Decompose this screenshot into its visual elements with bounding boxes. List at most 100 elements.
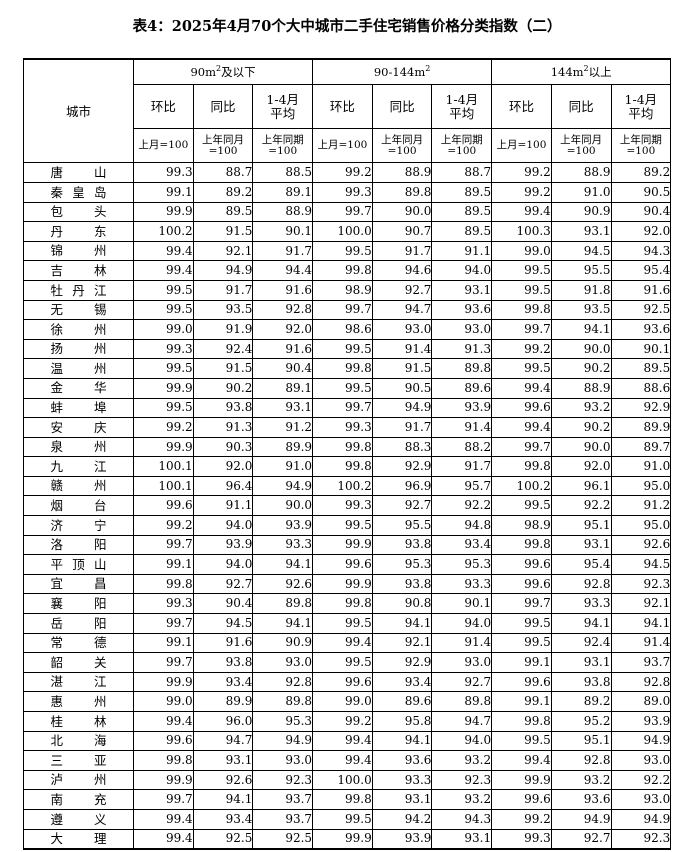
index-value-cell: 92.4 bbox=[550, 632, 612, 654]
index-value-cell: 89.7 bbox=[610, 436, 672, 458]
index-value-cell: 99.3 bbox=[133, 338, 194, 360]
city-name: 吉林 bbox=[43, 264, 115, 278]
city-name: 北海 bbox=[43, 734, 115, 748]
header-base-1-2: 上年同期 =100 bbox=[431, 128, 493, 164]
index-value-cell: 90.7 bbox=[371, 221, 433, 242]
header-base-0-2: 上年同期 =100 bbox=[252, 128, 314, 164]
table-row: 洛阳 99.7 93.9 93.3 99.9 93.8 93.4 99.8 93.1 92.6 bbox=[23, 534, 672, 556]
index-value-cell: 99.2 bbox=[491, 338, 552, 360]
table-row: 金华 99.9 90.2 89.1 99.5 90.5 89.6 99.4 88.9 88.6 bbox=[23, 377, 672, 399]
index-value-cell: 99.7 bbox=[312, 397, 373, 419]
index-value-cell: 99.6 bbox=[491, 789, 552, 810]
index-value-cell: 94.5 bbox=[192, 613, 254, 634]
index-value-cell: 90.3 bbox=[192, 436, 254, 458]
table-row: 牡丹江 99.5 91.7 91.6 98.9 92.7 93.1 99.5 91.8 91.6 bbox=[23, 279, 672, 301]
city-name-cell: 惠州 bbox=[23, 691, 134, 713]
index-value-cell: 95.8 bbox=[371, 711, 433, 732]
index-value-cell: 99.0 bbox=[312, 691, 373, 713]
index-value-cell: 99.2 bbox=[312, 711, 373, 732]
header-measure-1-2-l2: 平均 bbox=[449, 105, 475, 121]
index-value-cell: 99.5 bbox=[491, 495, 552, 517]
index-value-cell: 93.5 bbox=[192, 299, 254, 321]
index-value-cell: 99.7 bbox=[491, 319, 552, 340]
index-value-cell: 89.2 bbox=[192, 181, 254, 203]
header-base-1-1-l2: =100 bbox=[387, 144, 417, 157]
index-value-cell: 93.7 bbox=[252, 808, 314, 830]
index-value-cell: 94.1 bbox=[371, 730, 433, 752]
table-row: 大理 99.4 92.5 92.5 99.9 93.9 93.1 99.3 92.7 92.3 bbox=[23, 828, 672, 851]
city-name-char: 充 bbox=[93, 791, 107, 807]
index-value-cell: 99.5 bbox=[312, 652, 373, 673]
index-value-cell: 90.1 bbox=[610, 338, 672, 360]
page-title: 表4：2025年4月70个大中城市二手住宅销售价格分类指数（二） bbox=[132, 18, 562, 35]
city-name: 岳阳 bbox=[43, 617, 115, 631]
index-value-cell: 93.6 bbox=[550, 789, 612, 810]
city-name: 包头 bbox=[43, 205, 115, 219]
city-name-char: 北 bbox=[50, 733, 64, 749]
header-group-0-sup: 2 bbox=[216, 64, 222, 74]
index-value-cell: 94.9 bbox=[371, 397, 433, 419]
index-value-cell: 99.1 bbox=[133, 632, 194, 654]
header-group-0: 90m2及以下 bbox=[132, 58, 314, 86]
index-value-cell: 96.4 bbox=[192, 475, 254, 497]
table-row: 湛江 99.9 93.4 92.8 99.6 93.4 92.7 99.6 93.8 92.8 bbox=[23, 671, 672, 693]
index-value-cell: 89.2 bbox=[610, 162, 672, 183]
city-name: 大理 bbox=[43, 832, 115, 846]
city-name-char: 泸 bbox=[50, 772, 64, 788]
table-row: 惠州 99.0 89.9 89.8 99.0 89.6 89.8 99.1 89.2 89.0 bbox=[23, 691, 672, 713]
city-name-char: 丹 bbox=[72, 282, 85, 298]
city-name-char: 惠 bbox=[50, 693, 64, 709]
table-row: 丹东 100.2 91.5 90.1 100.0 90.7 89.5 100.3 93.1 92.… bbox=[23, 221, 672, 242]
header-measure-2-2: 1-4月 平均 bbox=[610, 84, 672, 130]
table-row: 包头 99.9 89.5 88.9 99.7 90.0 89.5 99.4 90.9 90.4 bbox=[23, 201, 672, 223]
index-value-cell: 90.5 bbox=[371, 377, 433, 399]
index-value-cell: 99.7 bbox=[312, 201, 373, 223]
city-name-char: 义 bbox=[93, 811, 107, 827]
index-value-cell: 99.5 bbox=[312, 377, 373, 399]
index-value-cell: 99.4 bbox=[133, 828, 194, 851]
city-name: 安庆 bbox=[43, 421, 115, 435]
table-row: 无锡 99.5 93.5 92.8 99.7 94.7 93.6 99.8 93.5 92.5 bbox=[23, 299, 672, 321]
index-value-cell: 92.1 bbox=[610, 593, 672, 615]
index-value-cell: 89.8 bbox=[431, 691, 493, 713]
index-value-cell: 98.6 bbox=[312, 319, 373, 340]
index-value-cell: 89.1 bbox=[252, 181, 314, 203]
index-value-cell: 99.4 bbox=[491, 377, 552, 399]
header-measure-2-1: 同比 bbox=[550, 84, 612, 130]
index-value-cell: 99.6 bbox=[491, 573, 552, 595]
city-name-char: 关 bbox=[93, 654, 107, 670]
index-value-cell: 94.0 bbox=[431, 730, 493, 752]
index-value-cell: 90.0 bbox=[252, 495, 314, 517]
city-name-cell: 牡丹江 bbox=[23, 279, 134, 301]
index-value-cell: 93.9 bbox=[371, 828, 433, 851]
index-value-cell: 89.9 bbox=[252, 436, 314, 458]
city-name-char: 岛 bbox=[93, 184, 107, 200]
header-base-0-1: 上年同月 =100 bbox=[192, 128, 254, 164]
index-value-cell: 93.0 bbox=[252, 652, 314, 673]
header-base-0-0-l1: 上月=100 bbox=[138, 139, 189, 152]
index-value-cell: 92.3 bbox=[431, 769, 493, 791]
index-value-cell: 94.9 bbox=[192, 260, 254, 281]
index-value-cell: 99.3 bbox=[133, 162, 194, 183]
index-value-cell: 93.4 bbox=[192, 808, 254, 830]
header-measure-1-2: 1-4月 平均 bbox=[431, 84, 493, 130]
city-name-char: 州 bbox=[93, 439, 107, 455]
city-name-char: 平 bbox=[50, 556, 64, 572]
city-name: 洛阳 bbox=[43, 538, 115, 552]
city-name-char: 宜 bbox=[50, 576, 64, 592]
index-value-cell: 99.9 bbox=[312, 828, 373, 851]
table-row: 温州 99.5 91.5 90.4 99.8 91.5 89.8 99.5 90.2 89.5 bbox=[23, 358, 672, 379]
table-row: 扬州 99.3 92.4 91.6 99.5 91.4 91.3 99.2 90.0 90.1 bbox=[23, 338, 672, 360]
index-value-cell: 89.8 bbox=[431, 358, 493, 379]
header-group-1-sup: 2 bbox=[425, 64, 431, 74]
index-value-cell: 91.7 bbox=[252, 240, 314, 262]
city-name: 九江 bbox=[43, 460, 115, 474]
city-name-cell: 蚌埠 bbox=[23, 397, 134, 419]
city-name-char: 锡 bbox=[93, 302, 107, 318]
index-value-cell: 93.4 bbox=[431, 534, 493, 556]
index-value-cell: 99.8 bbox=[133, 573, 194, 595]
index-value-cell: 90.4 bbox=[192, 593, 254, 615]
index-value-cell: 91.2 bbox=[252, 417, 314, 438]
city-name-cell: 安庆 bbox=[23, 417, 134, 438]
table-row: 锦州 99.4 92.1 91.7 99.5 91.7 91.1 99.0 94.5 94.3 bbox=[23, 240, 672, 262]
